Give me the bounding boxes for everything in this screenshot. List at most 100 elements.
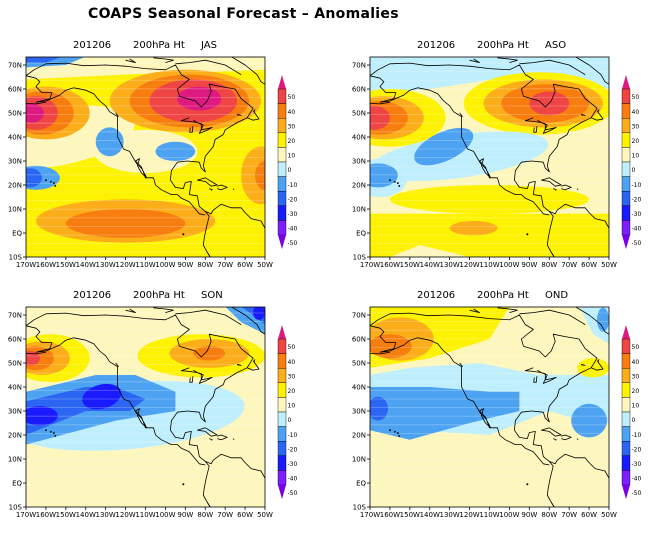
colorbar-tick-label: 50 [288,94,296,101]
coastline-segment [550,501,555,507]
x-tick-label: 80W [541,261,557,269]
coastline-segment [580,363,586,366]
coastline-segment [597,359,600,362]
hawaii-island [45,429,47,432]
anomaly-contour [370,387,520,440]
colorbar-tick-label: 50 [288,344,296,351]
coastline-segment [370,351,390,355]
y-tick-label: 70N [352,312,366,320]
anomaly-contour [370,334,412,359]
map-panel-ond: 201206 200hPa Ht OND 10S EQ 10N 20N 30N 40N 50N 60… [344,280,652,545]
colorbar-segment [277,220,287,236]
colorbar-tick-label: 40 [288,109,296,116]
y-tick-label: 40N [352,384,366,392]
coastline-segment [370,325,550,466]
coastline-segment [574,307,609,335]
x-tick-label: 160W [380,511,400,519]
panel-title-season: ASO [545,40,567,51]
y-tick-label: 30N [8,158,22,166]
anomaly-contour [65,209,186,238]
colorbar-tick-label: 40 [632,109,640,116]
coastline-segment [590,110,604,121]
colorbar-segment [277,397,287,413]
y-tick-label: 40N [8,384,22,392]
x-tick-label: 160W [36,261,56,269]
colorbar-segment [621,411,631,427]
coastline-segment [206,251,211,257]
x-tick-label: 80W [197,511,213,519]
hawaii-island [398,435,401,437]
y-tick-label: 40N [352,134,366,142]
colorbar-segment [621,161,631,177]
anomaly-contour [177,86,222,111]
anomaly-contour [26,406,58,426]
y-tick-label: 10N [8,206,22,214]
colorbar-segment [621,440,631,456]
map-svg: 10S EQ 10N 20N 30N 40N 50N 60N 70N 170W 160W 150W 14… [352,306,642,519]
anomaly-contour [370,105,390,130]
colorbar-segment [277,103,287,119]
colorbar-tick-label: -10 [632,432,642,439]
colorbar-segment [277,426,287,442]
anomaly-field [26,57,265,257]
anomaly-contour [370,163,398,188]
colorbar-max-arrow [622,75,630,89]
colorbar-segment [621,103,631,119]
x-tick-label: 100W [499,261,519,269]
y-tick-label: 70N [8,312,22,320]
y-tick-label: EQ [356,480,366,488]
colorbar-max-arrow [622,325,630,339]
map-panel-jas: 201206 200hPa Ht JAS 10S EQ 10N 20N 30N 40N 50N 60… [0,30,326,295]
anomaly-contour [241,146,265,205]
x-tick-label: 150W [56,511,76,519]
coastline-segment [209,188,213,191]
galapagos-island [182,483,185,486]
colorbar-tick-label: 0 [288,167,292,174]
colorbar-tick-label: 20 [288,138,296,145]
x-tick-label: 170W [16,261,36,269]
colorbar-segment [621,353,631,369]
x-tick-label: 50W [601,261,617,269]
colorbar-segment [277,338,287,354]
coastline-segment [524,367,557,384]
map-panel-aso: 201206 200hPa Ht ASO 10S EQ 10N 20N 30N 40N 50N 60… [344,30,652,295]
y-tick-label: 20N [352,182,366,190]
colorbar-tick-label: 0 [288,417,292,424]
coastline-segment [153,307,174,313]
coastline-segment [524,117,557,134]
coastline-segment [180,117,213,134]
colorbar-segment [277,367,287,383]
y-tick-label: 30N [8,408,22,416]
coastline-segment [561,434,572,441]
x-tick-label: 100W [155,511,175,519]
hawaii-island [396,432,399,434]
anomaly-contour [26,103,44,123]
coastline-segment [197,427,218,437]
coastline-segment [236,113,242,116]
coastline-segment [246,360,260,371]
y-tick-label: 10S [353,504,367,512]
colorbar-tick-label: -10 [288,182,298,189]
coastline-segment [519,59,586,75]
colorbar-segment [621,470,631,486]
colorbar-segment [277,88,287,104]
x-tick-label: 150W [400,261,420,269]
colorbar-tick-label: -30 [288,461,298,468]
coastline-segment [533,126,538,133]
coastline-segment [189,126,194,133]
x-tick-label: 110W [135,261,155,269]
anomaly-contour [370,396,388,421]
y-tick-label: 10N [352,456,366,464]
y-tick-label: 10S [353,254,367,262]
colorbar-segment [277,132,287,148]
x-tick-label: 130W [440,261,460,269]
colorbar-tick-label: 30 [632,123,640,130]
x-tick-label: 150W [56,261,76,269]
colorbar-segment [621,132,631,148]
coastline-segment [497,57,518,63]
x-tick-label: 120W [115,261,135,269]
x-tick-label: 60W [237,511,253,519]
coastline-segment [153,57,174,63]
map-svg: 10S EQ 10N 20N 30N 40N 50N 60N 70N 170W 160W 150W 14… [8,56,298,269]
colorbar-segment [621,205,631,221]
